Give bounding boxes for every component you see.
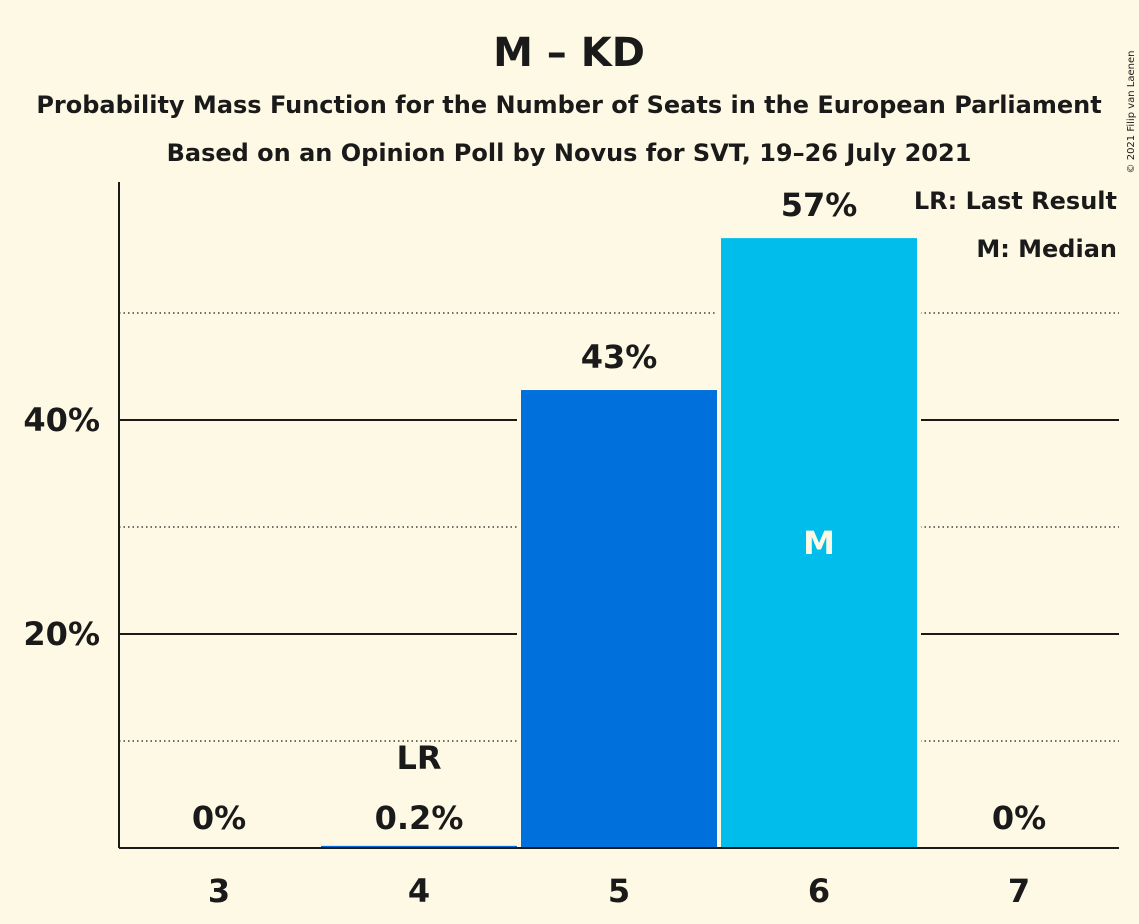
legend-median: M: Median — [976, 235, 1117, 263]
y-tick-label: 20% — [23, 615, 100, 653]
x-tick-label: 5 — [608, 872, 630, 910]
y-axis-ticks: 20% 40% — [23, 401, 100, 653]
x-tick-label: 4 — [408, 872, 430, 910]
data-label: 0.2% — [375, 799, 464, 837]
bar-seats-4 — [321, 845, 517, 848]
x-tick-label: 7 — [1008, 872, 1030, 910]
data-label: 43% — [581, 338, 658, 376]
chart-title: M – KD — [493, 30, 645, 76]
x-tick-label: 6 — [808, 872, 830, 910]
data-label: 57% — [781, 186, 858, 224]
legend-last-result: LR: Last Result — [914, 187, 1117, 215]
bar-seats-5 — [521, 390, 717, 848]
y-tick-label: 40% — [23, 401, 100, 439]
bar-seats-6 — [721, 238, 917, 849]
value-labels: 0% 0.2% 43% 57% 0% LR M — [192, 186, 1046, 837]
x-axis-ticks: 3 4 5 6 7 — [208, 872, 1030, 910]
copyright-note: © 2021 Filip van Laenen — [1126, 51, 1137, 174]
chart-subtitle: Probability Mass Function for the Number… — [36, 91, 1101, 119]
data-label: 0% — [192, 799, 246, 837]
x-tick-label: 3 — [208, 872, 230, 910]
chart-subtitle-poll: Based on an Opinion Poll by Novus for SV… — [167, 139, 972, 167]
data-label: 0% — [992, 799, 1046, 837]
last-result-marker: LR — [396, 739, 441, 777]
bars — [321, 238, 921, 849]
median-marker: M — [803, 524, 835, 562]
